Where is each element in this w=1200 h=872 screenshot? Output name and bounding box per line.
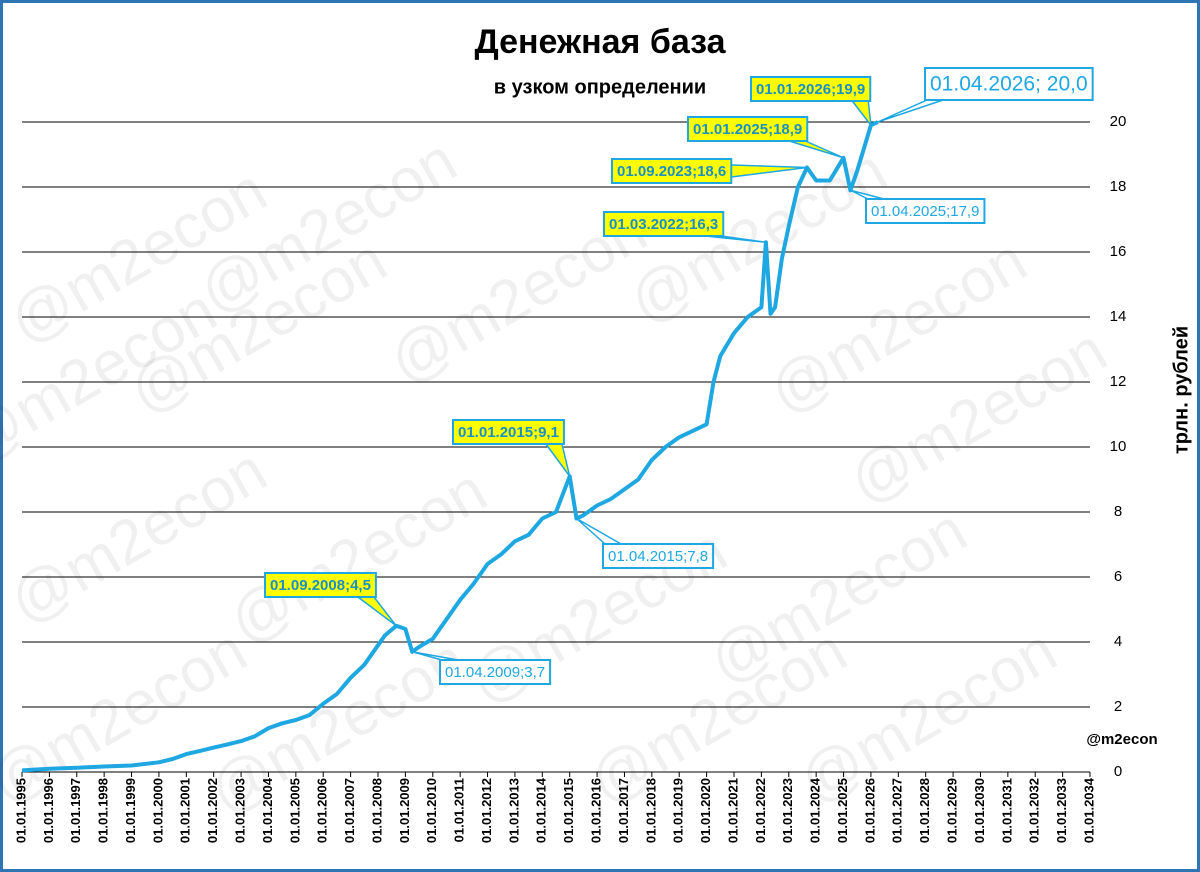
- x-tick-label: 01.01.2006: [315, 778, 330, 843]
- annotation-label: 01.09.2008;4,5: [270, 577, 371, 594]
- x-tick-label: 01.01.2029: [945, 778, 960, 843]
- x-tick-label: 01.01.2018: [643, 778, 658, 843]
- y-tick-label: 10: [1110, 438, 1127, 455]
- x-tick-label: 01.01.2028: [917, 778, 932, 843]
- x-tick-label: 01.01.2010: [424, 778, 439, 843]
- annotation: 01.01.2015;9,1: [452, 419, 571, 477]
- annotation-box: [452, 419, 565, 445]
- x-tick-label: 01.01.1996: [41, 778, 56, 843]
- x-tick-label: 01.01.2001: [178, 778, 193, 843]
- chart-title: Денежная база: [474, 23, 726, 61]
- x-tick-label: 01.01.2007: [342, 778, 357, 843]
- y-axis-label: трлн. рублей: [1170, 326, 1192, 454]
- x-tick-label: 01.01.2003: [233, 778, 248, 843]
- y-tick-label: 16: [1110, 243, 1127, 260]
- series-line: [21, 120, 879, 773]
- annotation-label: 01.03.2022;16,3: [609, 216, 718, 233]
- annotation: 01.03.2022;16,3: [603, 211, 767, 243]
- annotation: 01.04.2025;17,9: [850, 189, 986, 224]
- x-tick-label: 01.01.2022: [753, 778, 768, 843]
- y-tick-label: 6: [1114, 568, 1122, 585]
- x-tick-label: 01.01.2024: [808, 777, 823, 843]
- x-tick-label: 01.01.2021: [725, 778, 740, 843]
- annotation-box: [611, 158, 733, 184]
- y-tick-label: 2: [1114, 698, 1122, 715]
- x-tick-label: 01.01.1998: [96, 778, 111, 843]
- x-tick-label: 01.01.2031: [999, 778, 1014, 843]
- x-tick-label: 01.01.2014: [534, 777, 549, 843]
- x-tick-label: 01.01.1997: [68, 778, 83, 843]
- annotation-label: 01.04.2015;7,8: [608, 548, 708, 565]
- x-tick-label: 01.01.2026: [862, 778, 877, 843]
- x-tick-label: 01.01.2004: [260, 777, 275, 843]
- annotation-label: 01.01.2025;18,9: [693, 121, 802, 138]
- y-tick-label: 12: [1110, 373, 1127, 390]
- annotation-label: 01.09.2023;18,6: [617, 163, 726, 180]
- y-tick-label: 8: [1114, 503, 1122, 520]
- x-tick-label: 01.01.2009: [397, 778, 412, 843]
- x-tick-label: 01.01.2017: [616, 778, 631, 843]
- annotation-box: [750, 76, 872, 102]
- annotation-box: [865, 198, 986, 224]
- annotation: 01.04.2026; 20,0: [877, 67, 1094, 123]
- annotation: 01.09.2008;4,5: [264, 572, 397, 627]
- y-tick-label: 0: [1114, 763, 1122, 780]
- annotation-box: [264, 572, 377, 598]
- x-tick-label: 01.01.2020: [698, 778, 713, 843]
- annotation: 01.09.2023;18,6: [611, 158, 808, 184]
- annotation-label: 01.04.2009;3,7: [445, 664, 545, 681]
- source: @m2econ: [1086, 731, 1157, 748]
- annotation-label: 01.01.2015;9,1: [458, 424, 559, 441]
- x-tick-label: 01.01.2027: [890, 778, 905, 843]
- y-tick-label: 20: [1110, 113, 1127, 130]
- annotation-box: [924, 67, 1094, 101]
- annotation: 01.04.2009;3,7: [412, 651, 552, 685]
- x-tick-label: 01.01.2019: [671, 778, 686, 843]
- x-tick-label: 01.01.2030: [972, 778, 987, 843]
- annotation-box: [687, 116, 809, 142]
- annotation: 01.04.2015;7,8: [576, 517, 715, 569]
- x-tick-label: 01.01.2023: [780, 778, 795, 843]
- x-tick-label: 01.01.1995: [13, 778, 28, 843]
- x-tick-label: 01.01.2013: [506, 778, 521, 843]
- x-tick-label: 01.01.2012: [479, 778, 494, 843]
- x-tick-label: 01.01.1999: [123, 778, 138, 843]
- chart-subtitle: в узком определении: [494, 76, 706, 98]
- y-tick-label: 4: [1114, 633, 1122, 650]
- x-tick-label: 01.01.2034: [1081, 777, 1096, 843]
- annotation-box: [603, 211, 725, 237]
- annotation-box: [602, 543, 715, 569]
- x-tick-label: 01.01.2016: [589, 778, 604, 843]
- x-tick-label: 01.01.2005: [287, 778, 302, 843]
- y-tick-label: 18: [1110, 178, 1127, 195]
- annotation-box: [439, 659, 552, 685]
- x-tick-label: 01.01.2032: [1027, 778, 1042, 843]
- annotation-label: 01.04.2026; 20,0: [930, 73, 1088, 96]
- annotation: 01.01.2025;18,9: [687, 116, 844, 159]
- y-tick-label: 14: [1110, 308, 1127, 325]
- x-tick-label: 01.01.2002: [205, 778, 220, 843]
- annotation-label: 01.04.2025;17,9: [871, 203, 979, 220]
- annotation: 01.01.2026;19,9: [750, 76, 872, 128]
- x-tick-label: 01.01.2033: [1054, 778, 1069, 843]
- x-tick-label: 01.01.2000: [150, 778, 165, 843]
- x-tick-label: 01.01.2008: [369, 778, 384, 843]
- x-tick-label: 01.01.2025: [835, 778, 850, 843]
- annotation-label: 01.01.2026;19,9: [756, 81, 865, 98]
- x-tick-label: 01.01.2011: [452, 778, 467, 842]
- x-tick-label: 01.01.2015: [561, 778, 576, 843]
